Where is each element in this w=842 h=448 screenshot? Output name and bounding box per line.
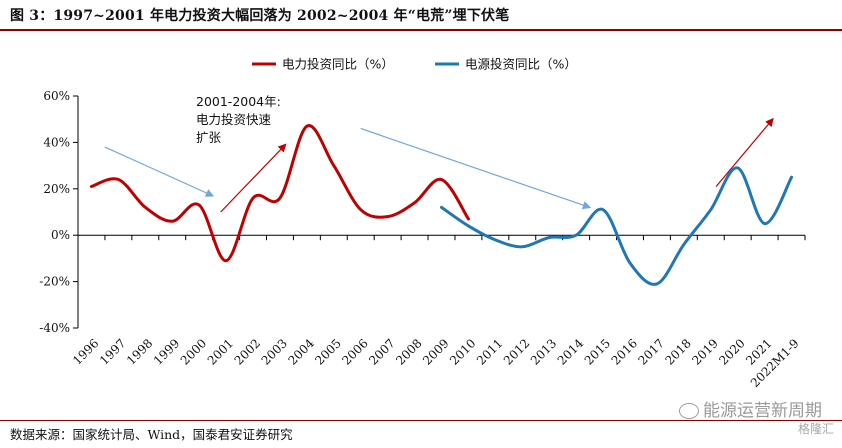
y-tick-label: 20% [43, 182, 70, 196]
series-line-source-investment [440, 166, 794, 286]
x-tick-label: 2013 [528, 336, 559, 367]
x-tick-label: 2020 [716, 336, 747, 367]
chart-legend: 电力投资同比（%） 电源投资同比（%） [252, 57, 577, 72]
decline-arrow-2005-2014 [360, 127, 592, 210]
x-tick-label: 2019 [689, 336, 720, 367]
x-tick-label: 2012 [501, 336, 532, 367]
rise-arrow-2001-2003 [220, 143, 287, 213]
watermark-text: 能源运营新周期 [703, 401, 822, 421]
x-tick-label: 2003 [259, 336, 290, 367]
x-tick-label: 1998 [124, 336, 155, 367]
annotation-line: 电力投资快速 [196, 112, 272, 127]
legend-label: 电力投资同比（%） [282, 57, 394, 72]
decline-arrow-1997-2000 [104, 146, 215, 197]
x-tick-label: 2000 [178, 336, 209, 367]
x-tick-label: 2017 [636, 336, 667, 367]
y-tick-label: 40% [43, 135, 70, 149]
annotation-line: 扩张 [196, 130, 222, 145]
x-axis-tick-labels: 1996199719981999200020012002200320042005… [70, 336, 802, 390]
y-tick-label: 60% [43, 89, 70, 103]
x-tick-label: 2016 [609, 336, 640, 367]
figure-title: 图 3：1997~2001 年电力投资大幅回落为 2002~2004 年“电荒”… [10, 8, 510, 24]
x-tick-label: 2006 [339, 336, 370, 367]
wechat-watermark: 能源运营新周期 [679, 396, 822, 421]
y-tick-label: 0% [51, 228, 70, 242]
wechat-icon [679, 403, 699, 419]
x-tick-label: 2002 [232, 336, 263, 367]
x-tick-label: 1996 [70, 336, 101, 367]
footer-rule [0, 420, 842, 421]
rise-arrow-2019-2021 [715, 117, 774, 187]
x-tick-label: 2018 [662, 336, 693, 367]
x-tick-label: 2011 [474, 336, 505, 367]
x-tick-label: 1997 [97, 336, 128, 367]
x-tick-label: 2001 [205, 336, 236, 367]
x-tick-label: 2015 [582, 336, 613, 367]
annotation-line: 2001-2004年: [196, 94, 281, 109]
x-tick-label: 2004 [285, 336, 317, 368]
title-rule [0, 29, 842, 31]
series-line-power-investment [89, 124, 470, 263]
line-chart: -40% -20% 0% 20% 40% 60% 19961997199819992000… [39, 57, 806, 390]
y-axis-tick-labels: -40% -20% 0% 20% 40% 60% [39, 89, 70, 335]
series-lines [89, 124, 794, 286]
gelonghui-watermark: 格隆汇 [797, 422, 834, 436]
trend-arrows [104, 117, 774, 213]
x-tick-label: 2014 [555, 336, 587, 368]
x-tick-label: 2008 [393, 336, 424, 367]
y-tick-label: -20% [39, 275, 70, 289]
x-tick-label: 1999 [151, 336, 182, 367]
x-tick-label: 2010 [447, 336, 478, 367]
x-tick-label: 2009 [420, 336, 451, 367]
figure-header: 图 3：1997~2001 年电力投资大幅回落为 2002~2004 年“电荒”… [0, 0, 842, 28]
data-source-note: 数据来源：国家统计局、Wind，国泰君安证券研究 [10, 427, 293, 442]
x-tick-label: 2007 [366, 336, 397, 367]
chart-axes [73, 95, 806, 329]
legend-label: 电源投资同比（%） [465, 57, 577, 72]
x-tick-label: 2005 [312, 336, 343, 367]
y-tick-label: -40% [39, 321, 70, 335]
